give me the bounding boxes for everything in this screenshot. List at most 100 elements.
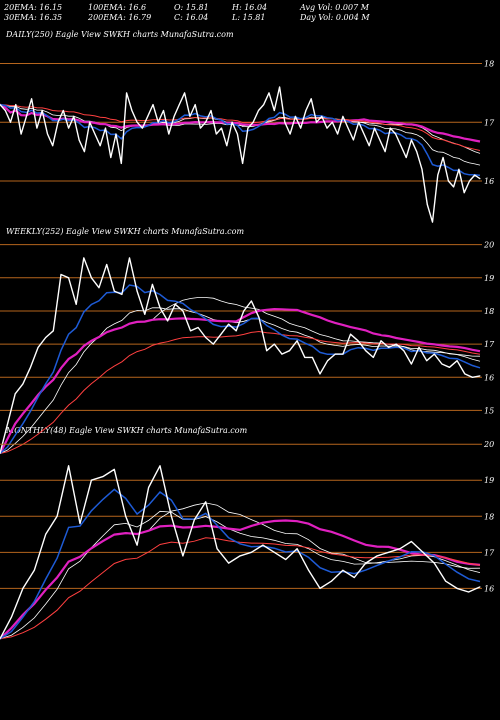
daily-ema-aux-line <box>0 104 481 166</box>
monthly-panel-title: MONTHLY(48) Eagle View SWKH charts Munaf… <box>6 426 248 435</box>
daily-price-point <box>447 180 449 182</box>
daily-price-point <box>289 133 291 135</box>
daily-price-point <box>141 127 143 129</box>
weekly-price-point <box>365 350 367 352</box>
weekly-price-point <box>212 343 214 345</box>
monthly-price-point <box>193 519 195 521</box>
monthly-price-point <box>125 515 127 517</box>
weekly-price-point <box>243 310 245 312</box>
weekly-price-point <box>372 356 374 358</box>
weekly-price-point <box>304 356 306 358</box>
daily-price-point <box>479 178 481 180</box>
daily-price-point <box>99 145 101 147</box>
weekly-ytick-label: 18 <box>484 307 494 316</box>
monthly-price-point <box>468 591 470 593</box>
weekly-price-point <box>266 350 268 352</box>
daily-price-point <box>163 110 164 111</box>
weekly-price-point <box>90 277 92 279</box>
daily-price-point <box>305 110 307 111</box>
daily-price-point <box>205 121 207 123</box>
daily-price-point <box>83 151 85 153</box>
weekly-price-point <box>327 360 329 362</box>
weekly-price-point <box>14 393 16 395</box>
monthly-price-point <box>79 523 81 524</box>
monthly-price-point <box>250 551 252 553</box>
low-label: L: 15.81 <box>232 13 266 22</box>
daily-price-point <box>20 133 22 135</box>
weekly-price-point <box>311 356 313 358</box>
daily-price-point <box>453 186 455 188</box>
monthly-price-point <box>159 465 161 467</box>
daily-price-point <box>384 151 386 153</box>
weekly-price-point <box>22 383 24 385</box>
daily-price-point <box>258 110 259 111</box>
weekly-price-point <box>235 330 237 332</box>
monthly-price-point <box>216 548 218 550</box>
daily-price-point <box>337 133 339 135</box>
daily-price-point <box>416 151 418 153</box>
daily-ema-long-line <box>0 103 481 143</box>
monthly-price-point <box>376 555 378 557</box>
daily-price-point <box>152 104 154 106</box>
daily-price-point <box>374 127 375 129</box>
daily-price-point <box>136 121 138 123</box>
monthly-price-point <box>182 555 184 557</box>
close-label: C: 16.04 <box>174 13 209 22</box>
weekly-panel-title: WEEKLY(252) Eagle View SWKH charts Munaf… <box>6 227 245 236</box>
daily-price-point <box>94 133 96 135</box>
monthly-price-point <box>45 533 47 535</box>
monthly-price-point <box>10 616 12 618</box>
daily-price-point <box>105 127 106 129</box>
weekly-price-point <box>228 323 230 325</box>
daily-price-point <box>358 121 360 123</box>
daily-price-point <box>210 110 212 111</box>
monthly-price-point <box>410 541 412 542</box>
daily-price-point <box>294 115 296 117</box>
monthly-price-point <box>262 544 264 546</box>
monthly-price-point <box>0 638 1 640</box>
weekly-price-point <box>220 333 222 335</box>
monthly-ytick-label: 16 <box>484 584 494 593</box>
weekly-price-point <box>98 287 100 289</box>
monthly-ytick-label: 17 <box>484 548 495 557</box>
daily-price-point <box>379 139 381 141</box>
daily-ema-short-line <box>0 103 481 177</box>
daily-price-point <box>120 162 122 164</box>
daily-price-point <box>437 174 439 176</box>
daily-price-point <box>226 145 228 147</box>
weekly-price-point <box>52 330 54 332</box>
daily-price-point <box>347 127 349 129</box>
daily-price-point <box>368 145 370 147</box>
weekly-price-point <box>37 346 39 348</box>
weekly-ytick-label: 17 <box>484 340 495 349</box>
daily-price-point <box>442 157 444 158</box>
monthly-ma-aux-line <box>0 502 481 640</box>
monthly-price-point <box>308 569 310 571</box>
weekly-price-point <box>250 300 252 302</box>
daily-price-point <box>310 98 312 100</box>
weekly-price-point <box>410 363 412 365</box>
daily-price-point <box>321 115 323 117</box>
weekly-price-point <box>174 303 176 305</box>
daily-ytick-label: 16 <box>484 177 494 186</box>
weekly-price-point <box>75 303 77 305</box>
weekly-price-point <box>83 257 85 259</box>
daily-price-line <box>0 86 481 223</box>
ema200-label: 200EMA: 16.79 <box>88 13 152 22</box>
daily-ema-mid-line <box>0 104 481 151</box>
weekly-price-point <box>388 346 390 348</box>
monthly-price-point <box>56 515 58 517</box>
daily-ytick-label: 18 <box>484 60 494 69</box>
weekly-price-point <box>144 313 146 315</box>
weekly-price-point <box>197 327 199 328</box>
monthly-price-point <box>228 562 230 564</box>
weekly-price-point <box>190 330 191 332</box>
weekly-price-point <box>129 257 130 259</box>
weekly-price-point <box>7 423 9 425</box>
weekly-price-point <box>334 353 336 355</box>
monthly-price-point <box>90 479 92 481</box>
weekly-price-point <box>395 343 397 345</box>
weekly-price-point <box>151 283 153 285</box>
weekly-price-point <box>426 360 428 362</box>
weekly-price-point <box>167 320 169 322</box>
